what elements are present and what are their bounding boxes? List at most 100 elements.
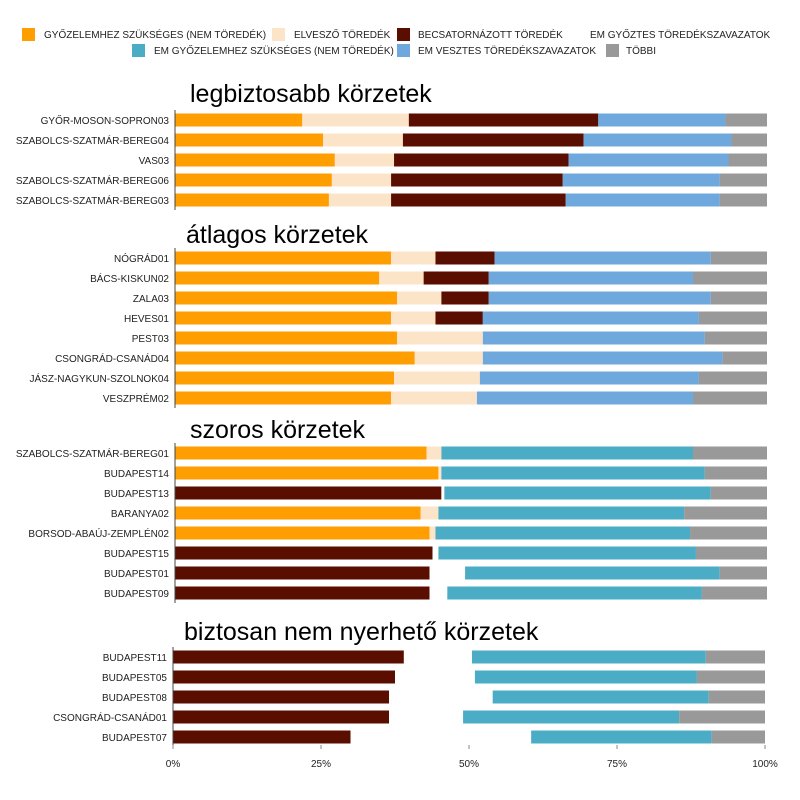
- bar-segment-other: [684, 506, 767, 520]
- bar-segment-other: [719, 193, 767, 207]
- bar-segment-wasted: [331, 173, 392, 187]
- bar-segment-em_needed: [435, 526, 691, 540]
- bar-segment-channeled: [441, 291, 489, 305]
- bar-segment-other: [711, 730, 765, 744]
- bar-segment-channeled: [173, 670, 395, 684]
- row-label: BUDAPEST15: [104, 549, 169, 560]
- bar-segment-channeled: [175, 586, 430, 600]
- bar-segment-em_needed: [465, 566, 720, 580]
- row-label: NÓGRÁD01: [114, 252, 169, 265]
- bar-segment-wasted: [323, 133, 403, 147]
- legend: GYŐZELEMHEZ SZÜKSÉGES (NEM TÖREDÉK) ELVES…: [22, 27, 771, 57]
- bar-segment-em_winner: [441, 486, 445, 500]
- bar-segment-other: [722, 351, 767, 365]
- bar-segment-other: [728, 153, 767, 167]
- bar-segment-em_winner: [432, 546, 439, 560]
- row-label: BUDAPEST05: [102, 673, 167, 684]
- bar-segment-needed: [175, 153, 335, 167]
- x-tick-label: 100%: [752, 759, 778, 770]
- bar-segment-em_winner: [429, 586, 448, 600]
- group-title: átlagos körzetek: [186, 221, 369, 249]
- row-label: BUDAPEST01: [104, 569, 169, 580]
- bar-segment-needed: [175, 193, 329, 207]
- row-label: BÁCS-KISKUN02: [90, 272, 169, 285]
- bar-segment-em_winner: [389, 710, 464, 724]
- bar-segment-needed: [175, 371, 395, 385]
- bar-segment-em_lost: [479, 371, 699, 385]
- group-title: legbiztosabb körzetek: [190, 80, 432, 108]
- x-tick-label: 25%: [311, 759, 331, 770]
- bar-segment-em_needed: [463, 710, 680, 724]
- bar-segment-needed: [175, 113, 303, 127]
- bar-segment-other: [719, 566, 767, 580]
- bar-segment-needed: [175, 251, 392, 265]
- legend-label-em_needed: EM GYŐZELEMHEZ SZÜKSÉGES (NEM TÖREDÉK): [154, 43, 394, 57]
- bar-segment-channeled: [175, 486, 442, 500]
- bar-segment-em_lost: [583, 133, 732, 147]
- bar-segment-em_needed: [447, 586, 702, 600]
- row-label: BUDAPEST08: [102, 693, 167, 704]
- row-label: JÁSZ-NAGYKUN-SZOLNOK04: [30, 372, 170, 385]
- bar-segment-channeled: [175, 566, 430, 580]
- bar-segment-needed: [175, 291, 397, 305]
- bar-segment-em_lost: [562, 173, 720, 187]
- bar-segment-needed: [175, 391, 392, 405]
- bar-segment-wasted: [397, 291, 442, 305]
- bar-segment-wasted: [397, 331, 483, 345]
- bar-segment-needed: [175, 133, 323, 147]
- bar-segment-em_lost: [565, 193, 720, 207]
- bar-segment-wasted: [438, 466, 442, 480]
- bar-segment-other: [719, 173, 767, 187]
- bar-segment-wasted: [391, 391, 477, 405]
- bar-segment-other: [696, 670, 765, 684]
- bar-segment-channeled: [173, 650, 404, 664]
- row-label: BUDAPEST07: [102, 733, 167, 744]
- bar-segment-other: [704, 466, 767, 480]
- bar-segment-other: [695, 546, 767, 560]
- bar-segment-em_needed: [438, 546, 696, 560]
- bar-segment-em_winner: [395, 670, 475, 684]
- bar-segment-em_lost: [482, 311, 699, 325]
- bar-segment-wasted: [394, 371, 480, 385]
- bar-segment-other: [710, 486, 767, 500]
- bar-segment-other: [725, 113, 767, 127]
- bar-segment-em_needed: [441, 466, 705, 480]
- bar-segment-needed: [175, 446, 427, 460]
- bar-segment-em_winner: [403, 650, 472, 664]
- bar-segment-em_lost: [598, 113, 726, 127]
- bar-segment-other: [705, 650, 765, 664]
- row-label: ZALA03: [133, 294, 170, 305]
- row-label: BUDAPEST14: [104, 469, 169, 480]
- bar-segment-wasted: [302, 113, 409, 127]
- legend-label-wasted: ELVESZŐ TÖREDÉK: [294, 27, 391, 41]
- bar-segment-needed: [175, 173, 332, 187]
- group-1: átlagos körzetek NÓGRÁD01 BÁCS-KISKUN02 ZAL…: [30, 221, 767, 408]
- row-label: BARANYA02: [111, 509, 170, 520]
- row-label: SZABOLCS-SZATMÁR-BEREG01: [16, 447, 170, 460]
- legend-swatch-channeled: [397, 28, 410, 41]
- bar-segment-other: [710, 291, 767, 305]
- bar-segment-channeled: [423, 271, 489, 285]
- bar-segment-other: [708, 690, 765, 704]
- legend-swatch-needed: [22, 28, 35, 41]
- group-title: biztosan nem nyerhető körzetek: [184, 618, 539, 646]
- bar-segment-em_lost: [488, 291, 711, 305]
- bar-segment-needed: [175, 526, 430, 540]
- bar-segment-needed: [175, 311, 392, 325]
- group-title: szoros körzetek: [190, 416, 366, 444]
- row-label: SZABOLCS-SZATMÁR-BEREG04: [16, 134, 170, 147]
- bar-segment-wasted: [391, 311, 436, 325]
- bar-segment-em_lost: [494, 251, 711, 265]
- bar-segment-channeled: [391, 193, 566, 207]
- bar-segment-other: [704, 331, 767, 345]
- bar-segment-em_lost: [488, 271, 693, 285]
- row-label: SZABOLCS-SZATMÁR-BEREG06: [16, 174, 170, 187]
- bar-segment-channeled: [408, 113, 599, 127]
- legend-swatch-em_needed: [132, 44, 145, 57]
- bar-segment-other: [690, 526, 767, 540]
- bar-segment-other: [698, 371, 767, 385]
- bar-segment-other: [731, 133, 767, 147]
- bar-segment-em_needed: [444, 486, 711, 500]
- row-label: GYŐR-MOSON-SOPRON03: [41, 113, 170, 127]
- row-label: HEVES01: [124, 314, 169, 325]
